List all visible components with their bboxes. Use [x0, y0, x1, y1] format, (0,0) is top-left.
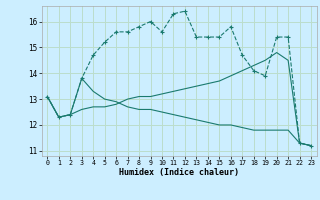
X-axis label: Humidex (Indice chaleur): Humidex (Indice chaleur) [119, 168, 239, 177]
